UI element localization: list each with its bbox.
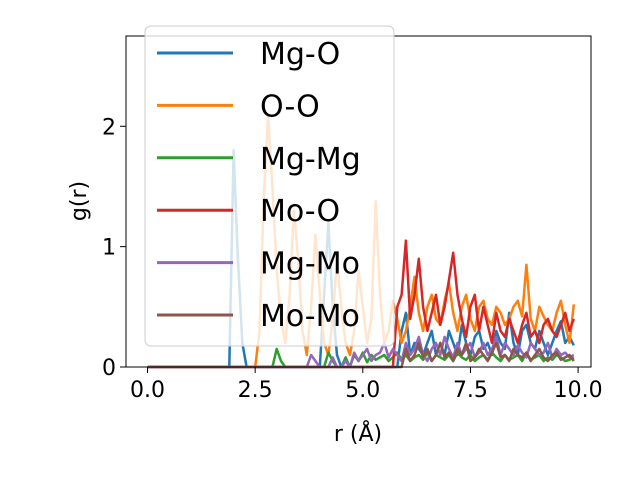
ticks-layer: 0.0 2.5 5.0 7.5 10.0 0 1 2 bbox=[102, 115, 603, 403]
legend-label-mo-o: Mo-O bbox=[260, 194, 340, 229]
x-tick-label: 0.0 bbox=[130, 378, 165, 403]
y-axis-label: g(r) bbox=[67, 181, 92, 221]
y-tick-label: 2 bbox=[102, 115, 116, 140]
legend: Mg-O O-O Mg-Mg Mo-O Mg-Mo Mo-Mo bbox=[144, 25, 395, 347]
x-tick-label: 7.5 bbox=[453, 378, 488, 403]
x-tick-label: 2.5 bbox=[238, 378, 273, 403]
x-tick-label: 5.0 bbox=[345, 378, 380, 403]
x-tick-label: 10.0 bbox=[554, 378, 603, 403]
x-axis-label: r (Å) bbox=[334, 420, 382, 447]
legend-label-mg-o: Mg-O bbox=[260, 37, 340, 72]
legend-label-mg-mg: Mg-Mg bbox=[260, 142, 361, 177]
legend-label-mo-mo: Mo-Mo bbox=[260, 299, 360, 334]
y-tick-label: 1 bbox=[102, 236, 116, 261]
y-tick-label: 0 bbox=[102, 356, 116, 381]
legend-label-mg-mo: Mg-Mo bbox=[260, 247, 360, 282]
legend-label-o-o: O-O bbox=[260, 89, 320, 124]
legend-box bbox=[144, 25, 395, 347]
